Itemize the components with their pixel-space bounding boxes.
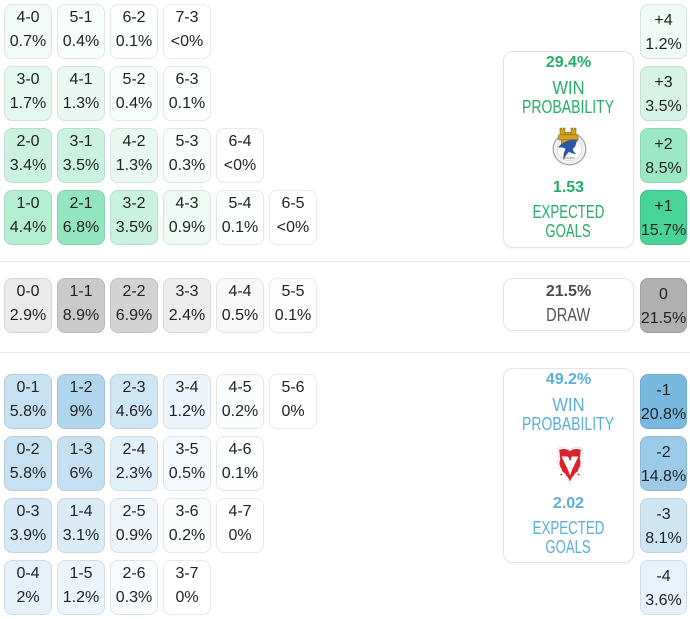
- svg-text:D.S.F.C.: D.S.F.C.: [564, 156, 576, 160]
